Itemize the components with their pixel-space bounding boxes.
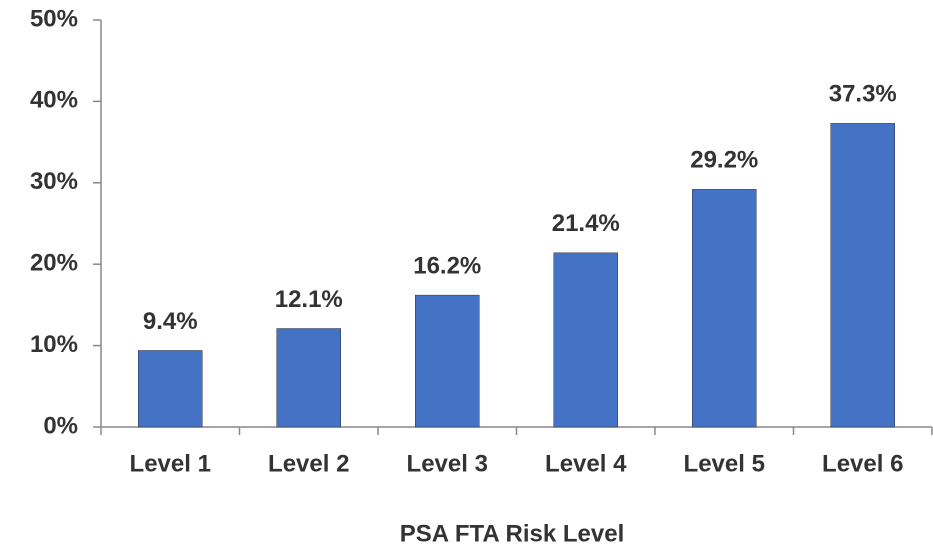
x-tick-label: Level 6: [822, 450, 903, 477]
bar: [553, 252, 618, 428]
x-tick-label: Level 4: [545, 450, 627, 477]
x-tick-label: Level 1: [130, 450, 211, 477]
data-label: 16.2%: [413, 252, 481, 279]
y-tick-label: 40%: [30, 87, 78, 114]
data-label: 12.1%: [275, 286, 343, 313]
data-label: 29.2%: [690, 147, 758, 174]
y-tick-label: 10%: [30, 331, 78, 358]
x-tick-label: Level 5: [684, 450, 765, 477]
y-tick-label: 0%: [43, 412, 78, 439]
bar: [276, 328, 341, 428]
bar: [830, 123, 895, 428]
y-tick-label: 20%: [30, 250, 78, 277]
y-tick-label: 50%: [30, 5, 78, 32]
x-tick-label: Level 3: [407, 450, 488, 477]
bar: [138, 350, 203, 428]
bar: [692, 189, 757, 428]
data-label: 21.4%: [552, 210, 620, 237]
y-tick-label: 30%: [30, 168, 78, 195]
data-label: 37.3%: [829, 81, 897, 108]
bar: [415, 294, 480, 428]
x-axis-title: PSA FTA Risk Level: [400, 520, 625, 547]
data-label: 9.4%: [143, 308, 198, 335]
x-tick-label: Level 2: [268, 450, 349, 477]
